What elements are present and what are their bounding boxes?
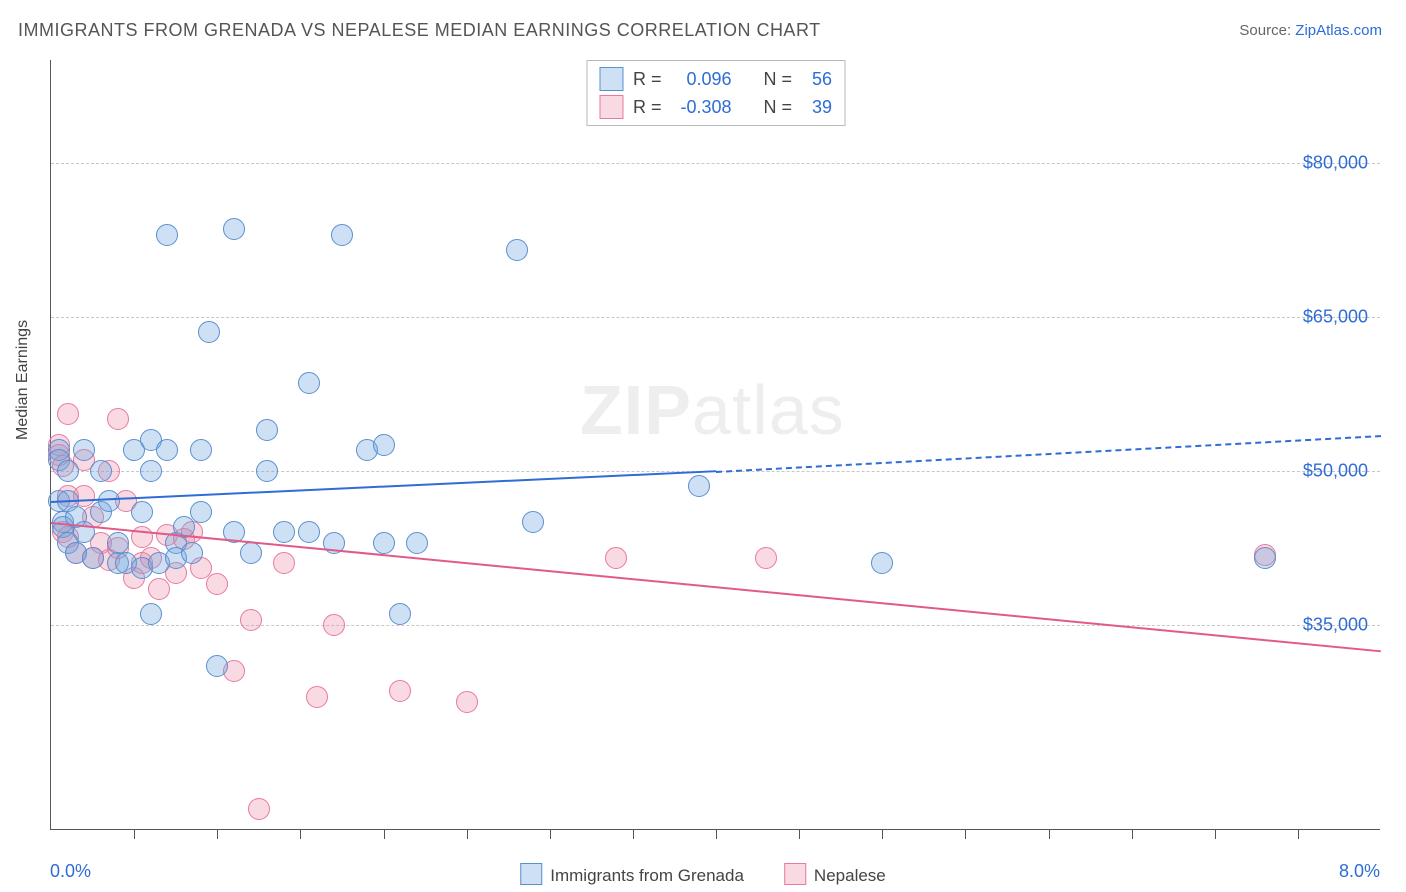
trend-line-dashed — [716, 435, 1381, 473]
legend-item: Immigrants from Grenada — [520, 863, 744, 886]
x-axis-tick — [134, 829, 135, 839]
x-axis-tick — [716, 829, 717, 839]
data-point — [331, 224, 353, 246]
legend-swatch — [599, 95, 623, 119]
stat-r-label: R = — [633, 69, 662, 90]
stat-n-label: N = — [764, 69, 793, 90]
x-axis-max-label: 8.0% — [1339, 861, 1380, 882]
x-axis-tick — [384, 829, 385, 839]
data-point — [456, 691, 478, 713]
legend-swatch — [784, 863, 806, 885]
x-axis-tick — [1132, 829, 1133, 839]
data-point — [871, 552, 893, 574]
data-point — [298, 372, 320, 394]
data-point — [373, 434, 395, 456]
legend-swatch — [599, 67, 623, 91]
data-point — [131, 501, 153, 523]
data-point — [57, 460, 79, 482]
y-axis-tick-label: $65,000 — [1303, 306, 1368, 327]
data-point — [57, 403, 79, 425]
legend-item: Nepalese — [784, 863, 886, 886]
stat-n-value: 56 — [802, 69, 832, 90]
data-point — [98, 490, 120, 512]
data-point — [240, 609, 262, 631]
legend-label: Immigrants from Grenada — [550, 866, 744, 885]
data-point — [156, 224, 178, 246]
x-axis-tick — [217, 829, 218, 839]
x-axis-tick — [1215, 829, 1216, 839]
data-point — [256, 460, 278, 482]
x-axis-min-label: 0.0% — [50, 861, 91, 882]
data-point — [107, 532, 129, 554]
data-point — [73, 439, 95, 461]
x-axis-tick — [300, 829, 301, 839]
stat-r-label: R = — [633, 97, 662, 118]
x-axis-tick — [799, 829, 800, 839]
data-point — [688, 475, 710, 497]
stat-n-label: N = — [764, 97, 793, 118]
data-point — [206, 655, 228, 677]
x-axis-tick — [1049, 829, 1050, 839]
data-point — [140, 603, 162, 625]
correlation-stat-box: R = 0.096 N = 56 R = -0.308 N = 39 — [586, 60, 845, 126]
stat-r-value: 0.096 — [672, 69, 732, 90]
data-point — [240, 542, 262, 564]
x-axis-tick — [1298, 829, 1299, 839]
data-point — [256, 419, 278, 441]
data-point — [389, 680, 411, 702]
source-prefix: Source: — [1239, 22, 1295, 39]
source-label: Source: ZipAtlas.com — [1239, 22, 1382, 39]
chart-title: IMMIGRANTS FROM GRENADA VS NEPALESE MEDI… — [18, 20, 821, 41]
y-axis-tick-label: $50,000 — [1303, 460, 1368, 481]
data-point — [755, 547, 777, 569]
data-point — [248, 798, 270, 820]
data-point — [373, 532, 395, 554]
data-point — [148, 578, 170, 600]
stat-row: R = -0.308 N = 39 — [599, 93, 832, 121]
data-point — [406, 532, 428, 554]
data-point — [156, 439, 178, 461]
trend-line — [51, 522, 1381, 652]
x-axis-tick — [550, 829, 551, 839]
legend-bottom: Immigrants from Grenada Nepalese — [520, 863, 886, 886]
data-point — [605, 547, 627, 569]
data-point — [306, 686, 328, 708]
stat-r-value: -0.308 — [672, 97, 732, 118]
chart-plot-area: R = 0.096 N = 56 R = -0.308 N = 39 $80,000 $65,0… — [50, 60, 1380, 830]
data-point — [223, 218, 245, 240]
data-point — [107, 408, 129, 430]
source-link[interactable]: ZipAtlas.com — [1295, 22, 1382, 39]
data-point — [323, 614, 345, 636]
gridline-horizontal — [51, 317, 1380, 318]
data-point — [140, 460, 162, 482]
data-point — [181, 542, 203, 564]
legend-label: Nepalese — [814, 866, 886, 885]
legend-swatch — [520, 863, 542, 885]
data-point — [522, 511, 544, 533]
stat-n-value: 39 — [802, 97, 832, 118]
data-point — [1254, 547, 1276, 569]
data-point — [82, 547, 104, 569]
data-point — [190, 501, 212, 523]
data-point — [389, 603, 411, 625]
x-axis-tick — [882, 829, 883, 839]
gridline-horizontal — [51, 163, 1380, 164]
x-axis-tick — [965, 829, 966, 839]
x-axis-tick — [467, 829, 468, 839]
data-point — [198, 321, 220, 343]
data-point — [273, 552, 295, 574]
data-point — [190, 439, 212, 461]
data-point — [298, 521, 320, 543]
x-axis-tick — [633, 829, 634, 839]
y-axis-title: Median Earnings — [14, 320, 32, 440]
data-point — [90, 460, 112, 482]
data-point — [506, 239, 528, 261]
data-point — [206, 573, 228, 595]
y-axis-tick-label: $80,000 — [1303, 152, 1368, 173]
y-axis-tick-label: $35,000 — [1303, 614, 1368, 635]
data-point — [273, 521, 295, 543]
stat-row: R = 0.096 N = 56 — [599, 65, 832, 93]
